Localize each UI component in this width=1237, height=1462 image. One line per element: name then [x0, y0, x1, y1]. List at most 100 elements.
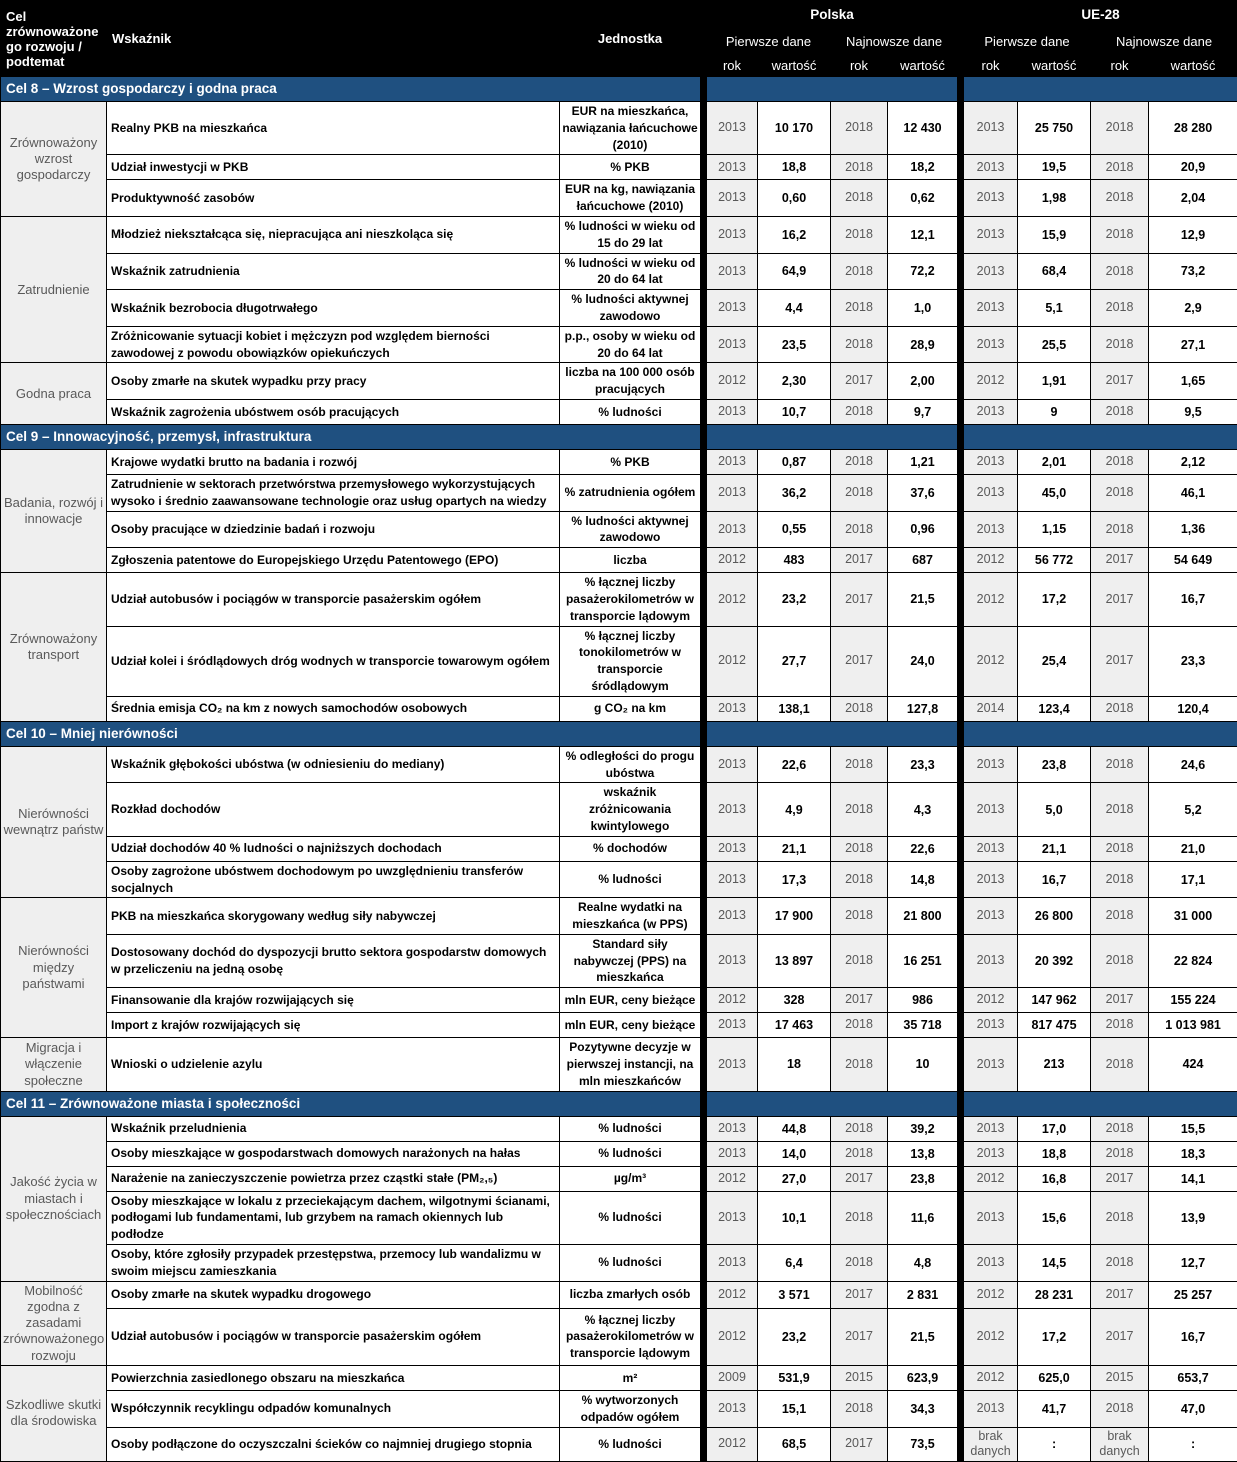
year-cell: 2013 [964, 1245, 1018, 1282]
year-cell: 2013 [964, 861, 1018, 898]
table-row: Zgłoszenia patentowe do Europejskiego Ur… [1, 548, 1237, 573]
unit-cell: % ludności w wieku od 15 do 29 lat [560, 216, 701, 253]
year-cell: 2018 [831, 290, 888, 327]
value-cell: 17 463 [758, 1013, 831, 1038]
value-cell: 23,5 [758, 326, 831, 363]
section-bar [707, 424, 958, 449]
year-cell: 2013 [707, 1245, 758, 1282]
value-cell: 10 [888, 1038, 958, 1091]
value-cell: 28,9 [888, 326, 958, 363]
year-cell: 2013 [964, 155, 1018, 180]
value-cell: 13 897 [758, 934, 831, 987]
unit-cell: % łącznej liczby tonokilometrów w transp… [560, 626, 701, 696]
unit-cell: Realne wydatki na mieszkańca (w PPS) [560, 898, 701, 935]
unit-cell: % ludności aktywnej zawodowo [560, 511, 701, 548]
year-cell: 2013 [964, 216, 1018, 253]
year-cell: 2018 [831, 511, 888, 548]
year-cell: 2018 [831, 399, 888, 424]
year-cell: 2017 [1091, 1166, 1149, 1191]
year-cell: 2018 [831, 934, 888, 987]
section-title: Cel 11 – Zrównoważone miasta i społeczno… [1, 1091, 701, 1116]
unit-cell: % ludności [560, 861, 701, 898]
value-cell: 28 231 [1018, 1281, 1091, 1308]
year-cell: 2013 [964, 326, 1018, 363]
year-cell: 2012 [707, 1281, 758, 1308]
value-cell: 2,12 [1149, 449, 1237, 474]
value-cell: 14,1 [1149, 1166, 1237, 1191]
value-cell: 0,62 [888, 180, 958, 217]
indicator-cell: Osoby zmarłe na skutek wypadku drogowego [107, 1281, 560, 1308]
value-cell: 23,8 [1018, 746, 1091, 783]
unit-cell: % PKB [560, 155, 701, 180]
section-title: Cel 8 – Wzrost gospodarczy i godna praca [1, 77, 701, 102]
value-cell: 1,21 [888, 449, 958, 474]
value-cell: 23,3 [1149, 626, 1237, 696]
unit-cell: % ludności [560, 1245, 701, 1282]
year-cell: 2018 [1091, 898, 1149, 935]
table-row: Osoby podłączone do oczyszczalni ścieków… [1, 1427, 1237, 1461]
year-cell: 2013 [964, 511, 1018, 548]
year-cell: 2012 [707, 1166, 758, 1191]
indicator-cell: Zatrudnienie w sektorach przetwórstwa pr… [107, 474, 560, 511]
indicator-cell: Udział kolei i śródlądowych dróg wodnych… [107, 626, 560, 696]
value-cell: 14,5 [1018, 1245, 1091, 1282]
year-cell: 2013 [707, 1116, 758, 1141]
table-row: Osoby zagrożone ubóstwem dochodowym po u… [1, 861, 1237, 898]
value-cell: 0,60 [758, 180, 831, 217]
year-cell: 2013 [707, 290, 758, 327]
section-bar [964, 1091, 1237, 1116]
unit-cell: EUR na kg, nawiązania łańcuchowe (2010) [560, 180, 701, 217]
value-cell: 25,4 [1018, 626, 1091, 696]
table-row: Zróżnicowanie sytuacji kobiet i mężczyzn… [1, 326, 1237, 363]
value-cell: 45,0 [1018, 474, 1091, 511]
year-cell: 2018 [831, 746, 888, 783]
year-cell: 2018 [1091, 216, 1149, 253]
subtopic-label: Badania, rozwój i innowacje [1, 449, 107, 572]
value-cell: 11,6 [888, 1191, 958, 1244]
subtopic-label: Zrównoważony wzrost gospodarczy [1, 102, 107, 217]
value-cell: 17,1 [1149, 861, 1237, 898]
table-row: Mobilność zgodna z zasadami zrównoważone… [1, 1281, 1237, 1308]
indicator-cell: Wskaźnik głębokości ubóstwa (w odniesien… [107, 746, 560, 783]
year-cell: 2013 [964, 449, 1018, 474]
year-cell: 2018 [1091, 1038, 1149, 1091]
year-cell: 2018 [831, 474, 888, 511]
indicator-cell: Osoby mieszkające w lokalu z przeciekają… [107, 1191, 560, 1244]
value-cell: 18 [758, 1038, 831, 1091]
value-cell: 1,36 [1149, 511, 1237, 548]
value-cell: 21,0 [1149, 836, 1237, 861]
value-cell: 35 718 [888, 1013, 958, 1038]
unit-cell: % ludności [560, 1141, 701, 1166]
section-bar [707, 1091, 958, 1116]
table-row: Osoby mieszkające w gospodarstwach domow… [1, 1141, 1237, 1166]
table-row: Finansowanie dla krajów rozwijających si… [1, 988, 1237, 1013]
year-cell: 2017 [1091, 1281, 1149, 1308]
year-cell: 2018 [1091, 783, 1149, 836]
unit-cell: % dochodów [560, 836, 701, 861]
year-cell: 2018 [831, 155, 888, 180]
value-cell: 23,2 [758, 573, 831, 626]
value-cell: 27,1 [1149, 326, 1237, 363]
value-cell: 5,0 [1018, 783, 1091, 836]
year-cell: 2017 [831, 548, 888, 573]
year-cell: 2013 [964, 399, 1018, 424]
value-cell: 68,4 [1018, 253, 1091, 290]
year-cell: 2013 [964, 934, 1018, 987]
value-cell: 4,9 [758, 783, 831, 836]
value-cell: 37,6 [888, 474, 958, 511]
value-cell: 147 962 [1018, 988, 1091, 1013]
col-header-year: rok [831, 55, 888, 77]
year-cell: 2013 [964, 1038, 1018, 1091]
year-cell: 2018 [831, 1245, 888, 1282]
year-cell: 2017 [831, 988, 888, 1013]
section-bar [707, 721, 958, 746]
value-cell: 1,98 [1018, 180, 1091, 217]
value-cell: 4,4 [758, 290, 831, 327]
value-cell: 46,1 [1149, 474, 1237, 511]
unit-cell: wskaźnik zróżnicowania kwintylowego [560, 783, 701, 836]
year-cell: 2018 [1091, 449, 1149, 474]
